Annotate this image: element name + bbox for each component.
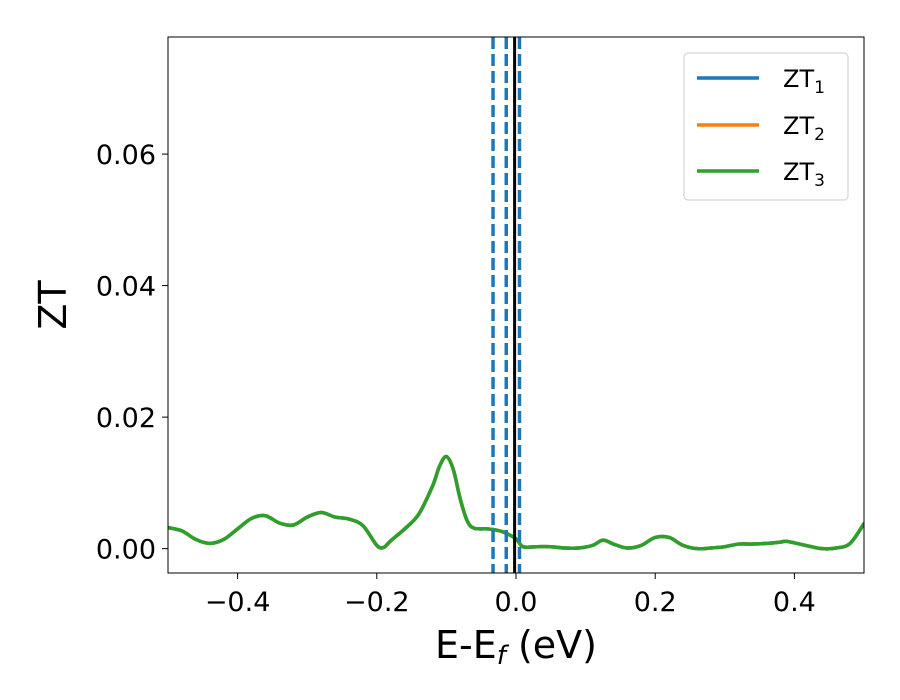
x-tick-label: 0.2: [634, 587, 677, 618]
x-axis-title-main: E-E: [435, 623, 497, 667]
x-tick-label: −0.2: [344, 587, 410, 618]
legend-label-zt2-sub: 2: [814, 125, 825, 145]
y-tick-label: 0.04: [96, 272, 156, 303]
legend-label-zt3-sub: 3: [814, 171, 825, 191]
legend-label-zt1: ZT1: [783, 65, 825, 98]
x-tick-label: 0.4: [773, 587, 816, 618]
legend-label-zt1-main: ZT: [783, 65, 814, 93]
legend: ZT1 ZT2 ZT3: [683, 52, 849, 201]
y-axis-ticks: 0.00 0.02 0.04 0.06: [96, 140, 168, 566]
x-tick-label: −0.4: [205, 587, 271, 618]
y-tick-label: 0.06: [96, 140, 156, 171]
series-line-zt3: [168, 454, 864, 551]
legend-label-zt3-main: ZT: [783, 158, 814, 186]
legend-label-zt2-main: ZT: [783, 112, 814, 140]
y-tick-label: 0.00: [96, 535, 156, 566]
x-axis-ticks: −0.4 −0.2 0.0 0.2 0.4: [205, 573, 816, 618]
y-axis-title: ZT: [31, 280, 75, 330]
x-tick-label: 0.0: [495, 587, 538, 618]
series-lines: [168, 454, 864, 551]
x-axis-title: E-Ef (eV): [435, 623, 597, 671]
legend-box: [683, 52, 849, 201]
reference-lines: [491, 37, 522, 573]
legend-label-zt3: ZT3: [783, 158, 825, 191]
legend-label-zt1-sub: 1: [814, 78, 825, 98]
legend-label-zt2: ZT2: [783, 112, 825, 145]
x-axis-title-unit: (eV): [506, 623, 597, 667]
y-tick-label: 0.02: [96, 403, 156, 434]
